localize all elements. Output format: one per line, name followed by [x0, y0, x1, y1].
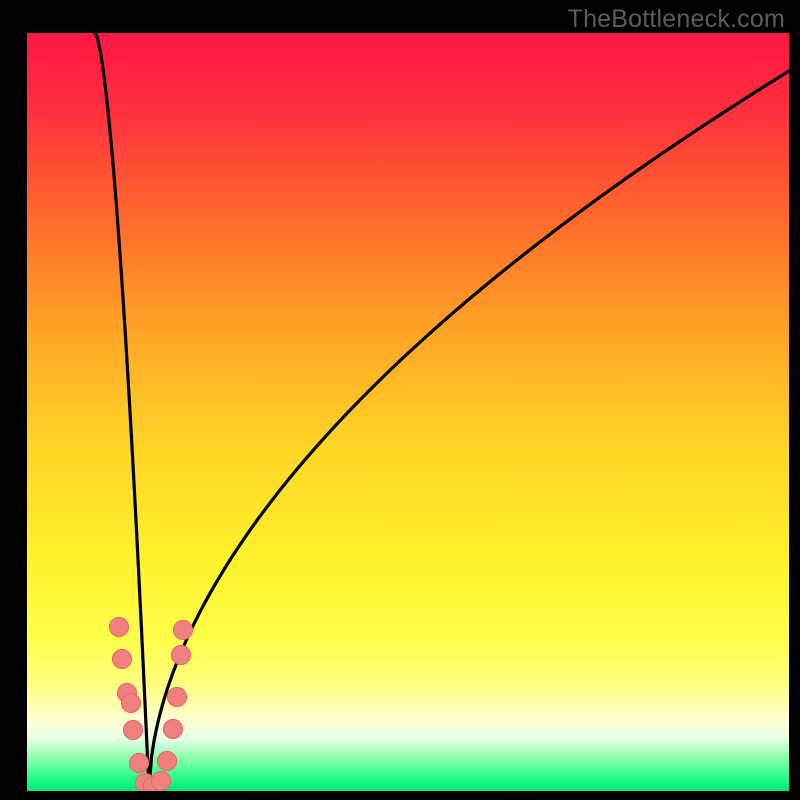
- data-marker: [151, 771, 170, 790]
- data-marker: [163, 719, 182, 738]
- data-marker: [173, 620, 192, 639]
- data-marker: [109, 617, 128, 636]
- data-marker: [167, 687, 186, 706]
- plot-area: [27, 33, 789, 791]
- data-marker: [121, 693, 140, 712]
- bottleneck-curve: [95, 33, 789, 791]
- data-marker: [123, 720, 142, 739]
- data-marker: [129, 753, 148, 772]
- data-marker: [112, 649, 131, 668]
- watermark-text: TheBottleneck.com: [568, 5, 785, 34]
- chart-svg: [27, 33, 789, 791]
- data-marker: [157, 751, 176, 770]
- data-marker: [171, 645, 190, 664]
